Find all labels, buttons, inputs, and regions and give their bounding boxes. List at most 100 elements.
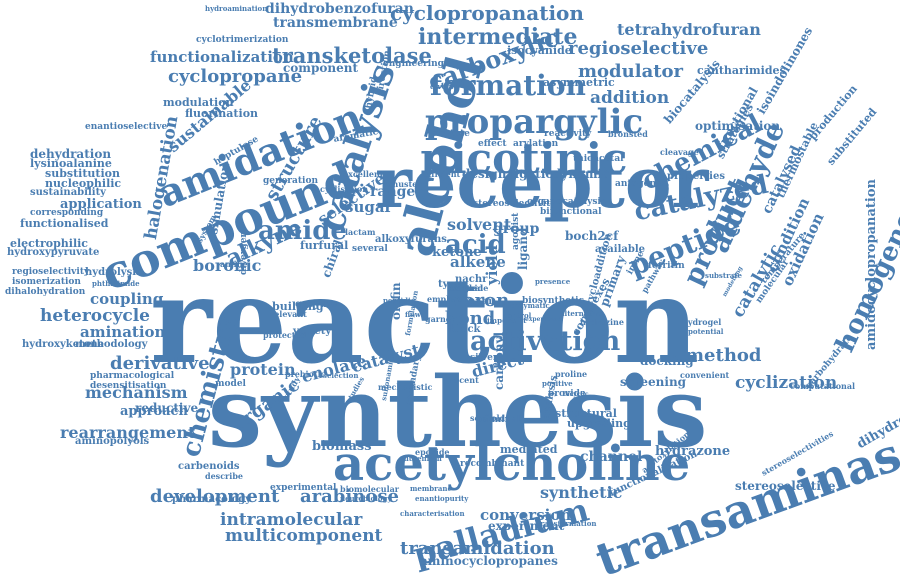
word: transamidation <box>400 538 555 559</box>
word: important <box>487 316 527 325</box>
word: corresponding <box>30 208 104 218</box>
word: natural <box>450 283 483 293</box>
word: several <box>352 244 388 254</box>
word: aminocyclopropanes <box>420 554 558 568</box>
word: isocyanide <box>507 44 572 57</box>
word: value <box>450 283 474 293</box>
word: bifunctional <box>540 207 602 217</box>
word: hydroxyketone <box>22 339 104 350</box>
word: phthalimide <box>92 279 140 288</box>
word: convenient <box>680 370 730 380</box>
word: formation <box>430 69 586 102</box>
word: protein <box>230 360 296 379</box>
word: rearrangement <box>60 423 196 442</box>
word: thioacetal <box>573 154 624 164</box>
word: lactam <box>345 227 376 237</box>
word: biomolecular <box>340 484 400 494</box>
word: fluorination <box>185 107 259 120</box>
word: range <box>370 184 416 200</box>
word: hydrogel <box>682 317 722 327</box>
word: furfural <box>300 239 349 252</box>
word: arylation <box>513 139 559 149</box>
word: generation <box>263 176 318 186</box>
word: isomerization <box>12 277 81 287</box>
word: properties <box>667 171 725 182</box>
word: control <box>503 311 532 320</box>
word: dynamic <box>553 167 610 181</box>
word: hydroamination <box>205 4 268 13</box>
word-cloud: reaction synthesis receptor compound ace… <box>5 1 900 587</box>
word: synthetic <box>540 483 623 502</box>
word: building <box>272 300 324 313</box>
word: agonist <box>511 212 521 250</box>
word: dihydrobenzofuran <box>265 1 414 17</box>
word: acetylcholine <box>333 436 691 492</box>
word: biosynthetic <box>522 296 585 306</box>
word: docking <box>640 354 694 368</box>
word: cleavage <box>660 147 699 157</box>
word: aminopolyols <box>75 436 150 447</box>
word: functionalised <box>20 217 109 230</box>
word: ruthenium <box>400 454 442 463</box>
word: presence <box>535 277 571 286</box>
word: protected <box>263 330 307 340</box>
word: amine <box>220 259 248 269</box>
word: emphasis <box>427 294 470 304</box>
word: tetrahydrofuran <box>617 20 761 39</box>
word: desensitisation <box>90 381 167 391</box>
word: substrate <box>705 271 743 280</box>
word: receptor <box>375 141 709 224</box>
word: epoxide <box>415 447 450 457</box>
word: regioselective <box>568 38 709 59</box>
word: transformation <box>537 519 597 528</box>
word: hydrolysis <box>85 267 142 278</box>
word: describe <box>205 471 243 481</box>
word: cyclopropanation <box>390 1 584 25</box>
word: mechanistic <box>378 382 433 392</box>
word: relevant <box>270 309 307 319</box>
word: regioselectivity <box>12 267 90 277</box>
word: modulation <box>163 96 234 109</box>
word: reductive <box>135 401 199 415</box>
word: pharmacology <box>172 494 252 505</box>
word: neurobiology <box>340 494 392 503</box>
word: upgrading <box>567 417 631 430</box>
word: amidocyclopropanation <box>864 179 879 350</box>
word: channel <box>580 449 643 465</box>
word: solvent <box>447 215 512 234</box>
word: antagonist <box>615 179 669 189</box>
word: sugar <box>345 198 393 216</box>
word: ester <box>450 283 473 293</box>
word: provide <box>548 389 586 399</box>
word: bond <box>445 308 496 329</box>
word: experience <box>525 316 562 323</box>
word: variety <box>293 326 332 337</box>
word: flow <box>405 310 421 319</box>
word: cyclisation <box>320 184 369 194</box>
word: sustainability <box>30 187 106 198</box>
word: ketone <box>432 245 482 260</box>
word: addition <box>590 88 670 108</box>
word: structural <box>555 407 617 420</box>
word: activation <box>470 326 621 357</box>
word: hydrazone <box>655 444 731 459</box>
word: intramolecular <box>220 510 363 530</box>
word: potential <box>688 327 724 336</box>
word: acid <box>445 230 506 260</box>
word: experiment <box>488 519 565 533</box>
word: boronic <box>193 256 262 275</box>
word: scaffold <box>470 413 506 423</box>
word: method <box>685 345 762 366</box>
word: nicotinic <box>420 134 628 183</box>
word: enantiopurity <box>415 494 469 503</box>
word: application <box>60 197 142 212</box>
word: mechanism <box>85 383 188 402</box>
word: alkene <box>450 253 506 271</box>
word: intermediate <box>418 24 578 50</box>
word: boron <box>450 290 510 311</box>
word: recombinant <box>460 459 525 469</box>
word: block <box>450 324 481 335</box>
word: ferritin <box>648 261 685 271</box>
word: screening <box>620 375 687 389</box>
word: selection <box>323 371 359 380</box>
